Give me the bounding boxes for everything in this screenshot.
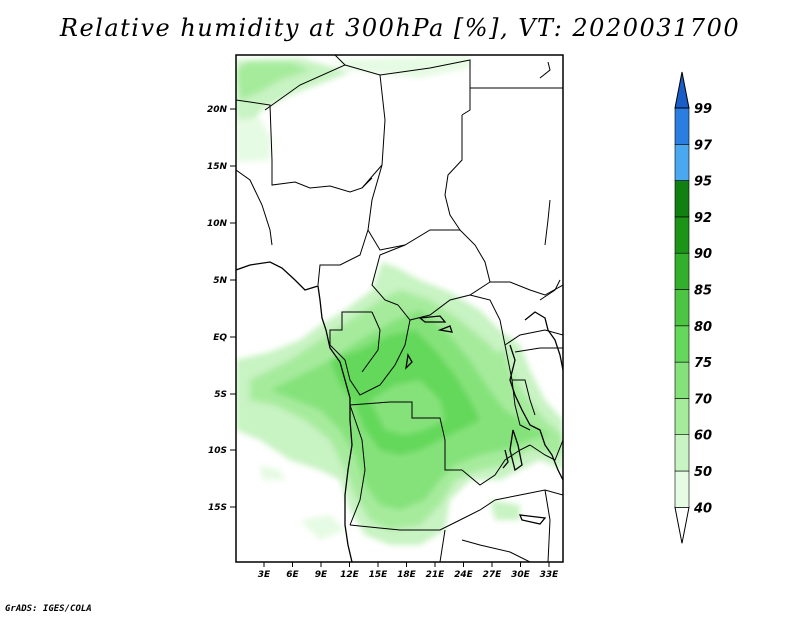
colorbar-segment <box>674 144 690 181</box>
lon-tick-label: 9E <box>315 570 328 580</box>
colorbar-label: 40 <box>693 501 712 516</box>
lon-tick-label: 24E <box>454 570 474 580</box>
lat-tick-label: 15N <box>207 162 228 172</box>
colorbar-over-triangle <box>674 71 690 109</box>
colorbar-label: 70 <box>694 392 712 407</box>
map-frame <box>235 54 564 563</box>
lon-tick-label: 15E <box>369 570 389 580</box>
colorbar-label: 85 <box>694 284 712 299</box>
lat-tick-label: 15S <box>208 503 227 513</box>
colorbar-label: 97 <box>694 138 713 153</box>
latitude-axis: 20N 15N 10N 5N EQ 5S 10S 15S <box>207 105 236 513</box>
colorbar-segment <box>674 434 690 472</box>
colorbar: 40 50 60 70 75 80 85 90 92 95 97 99 <box>674 71 713 544</box>
lat-tick-label: 10S <box>208 446 227 456</box>
colorbar-label: 60 <box>694 429 712 444</box>
colorbar-segment <box>674 361 690 399</box>
colorbar-label: 75 <box>694 356 712 371</box>
map-title: Relative humidity at 300hPa [%], VT: 202… <box>59 14 741 42</box>
colorbar-segment <box>674 289 690 327</box>
colorbar-label: 80 <box>694 320 712 335</box>
colorbar-label: 50 <box>694 465 712 480</box>
lon-tick-label: 6E <box>286 570 299 580</box>
lat-tick-label: EQ <box>213 333 227 343</box>
humidity-field <box>236 56 563 545</box>
coastline <box>236 261 563 562</box>
lon-tick-label: 18E <box>397 570 417 580</box>
lon-tick-label: 21E <box>426 570 446 580</box>
colorbar-segment <box>674 470 690 508</box>
lat-tick-label: 5S <box>214 390 227 400</box>
lon-tick-label: 12E <box>340 570 360 580</box>
longitude-axis: 3E 6E 9E 12E 15E 18E 21E 24E 27E 30E 33E <box>258 562 559 580</box>
lat-tick-label: 20N <box>207 105 228 115</box>
colorbar-segment <box>674 216 690 254</box>
colorbar-label: 95 <box>694 175 712 190</box>
lakes <box>405 315 547 525</box>
colorbar-segment <box>674 252 690 290</box>
colorbar-label: 99 <box>694 102 712 117</box>
colorbar-under-triangle <box>674 506 690 544</box>
grads-credit: GrADS: IGES/COLA <box>5 604 92 614</box>
lon-tick-label: 33E <box>540 570 560 580</box>
lat-tick-label: 5N <box>213 276 227 286</box>
lon-tick-label: 27E <box>483 570 503 580</box>
colorbar-segment <box>674 325 690 363</box>
colorbar-segment <box>674 107 690 145</box>
colorbar-label: 90 <box>694 247 712 262</box>
lat-tick-label: 10N <box>207 219 228 229</box>
lon-tick-label: 3E <box>258 570 271 580</box>
colorbar-segment <box>674 398 690 435</box>
lon-tick-label: 30E <box>511 570 531 580</box>
colorbar-segment <box>674 180 690 218</box>
country-borders <box>236 55 563 562</box>
colorbar-label: 92 <box>694 211 712 226</box>
